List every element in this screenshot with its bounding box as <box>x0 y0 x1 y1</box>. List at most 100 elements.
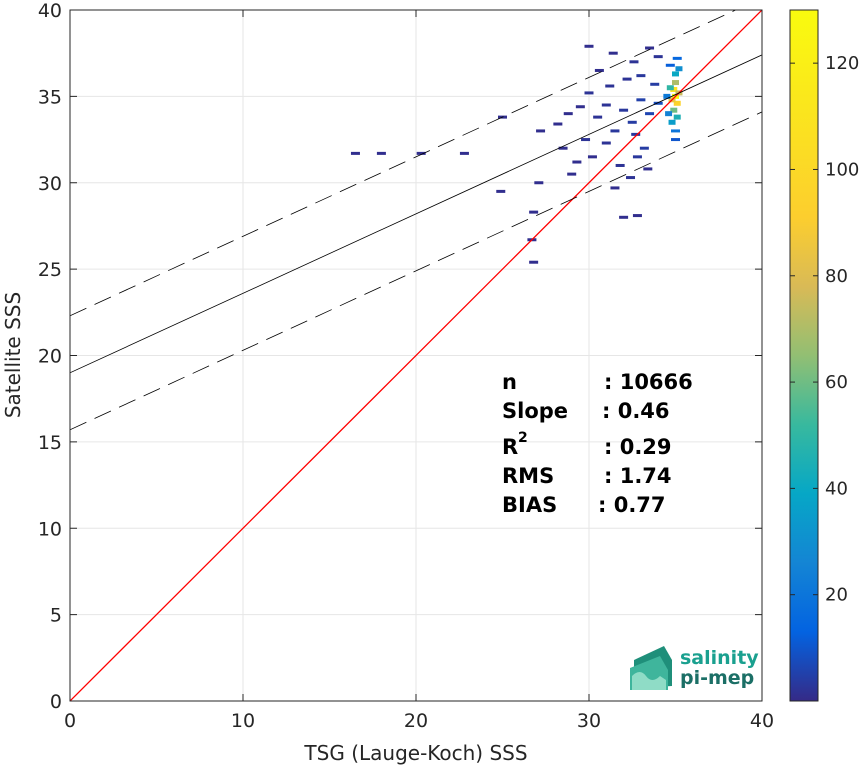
upper-bound-line <box>70 10 737 317</box>
one-to-one-line <box>70 10 762 701</box>
density-cell <box>536 129 546 133</box>
y-tick-label: 0 <box>50 691 62 713</box>
density-cell <box>529 210 539 214</box>
stat-r2-value: : 0.29 <box>604 435 672 459</box>
density-cell <box>459 151 469 155</box>
density-cell <box>605 84 615 88</box>
density-cell <box>584 91 594 95</box>
x-tick-label: 20 <box>404 710 428 732</box>
density-cell <box>529 260 539 264</box>
density-cell <box>376 151 386 155</box>
density-cell <box>666 85 674 91</box>
density-cell <box>601 103 611 107</box>
density-cell <box>619 108 629 112</box>
colorbar-tick-label: 40 <box>825 478 848 499</box>
density-cell <box>668 119 676 125</box>
y-tick-label: 35 <box>38 86 62 108</box>
density-cell <box>672 56 682 60</box>
colorbar-tick-label: 20 <box>825 585 848 606</box>
density-cell <box>608 51 618 55</box>
y-tick-label: 5 <box>50 605 62 627</box>
stat-rms-value: : 1.74 <box>604 464 672 488</box>
density-cell <box>587 155 597 159</box>
density-cell <box>563 112 573 116</box>
density-cell <box>672 71 679 77</box>
density-cell <box>665 111 673 117</box>
density-cell <box>601 141 611 145</box>
density-cell <box>663 93 671 99</box>
y-axis-title: Satellite SSS <box>1 292 25 418</box>
density-cell <box>626 176 636 180</box>
colorbar-tick-label: 60 <box>825 372 848 393</box>
stat-n-label: n <box>502 370 517 394</box>
density-cell <box>632 155 642 159</box>
density-cell <box>615 163 625 167</box>
y-tick-label: 10 <box>38 518 62 540</box>
density-cell <box>645 112 655 116</box>
density-cell <box>496 189 506 193</box>
density-cell <box>553 122 563 126</box>
density-cell <box>672 80 679 86</box>
density-cell <box>643 167 653 171</box>
density-cell <box>653 55 663 59</box>
density-cells <box>350 44 683 264</box>
density-cell <box>593 115 603 119</box>
stat-bias-label: BIAS <box>502 493 557 517</box>
density-cell <box>629 60 639 64</box>
salinity-pimep-logo: salinity pi-mep <box>630 646 759 690</box>
density-cell <box>673 114 681 120</box>
x-axis-title: TSG (Lauge-Koch) SSS <box>303 741 527 765</box>
density-cell <box>350 151 360 155</box>
lower-bound-line <box>70 111 762 431</box>
stat-slope-value: : 0.46 <box>602 399 670 423</box>
density-cell <box>675 66 683 72</box>
regression-fit-line <box>70 54 762 374</box>
density-cell <box>610 186 620 190</box>
axis-ticks: 0 10 20 30 40 0 5 10 15 20 25 30 35 40 <box>38 0 774 732</box>
density-cell <box>416 151 426 155</box>
y-tick-label: 20 <box>38 346 62 368</box>
logo-text-line1: salinity <box>680 647 759 669</box>
density-cell <box>636 74 646 78</box>
colorbar-tick-label: 100 <box>825 159 859 180</box>
density-cell <box>584 44 594 48</box>
density-cell <box>610 129 620 133</box>
regression-lines <box>70 10 762 701</box>
logo-text-line2: pi-mep <box>680 667 754 689</box>
x-tick-label: 10 <box>231 710 255 732</box>
density-cell <box>650 82 660 86</box>
x-tick-label: 30 <box>577 710 601 732</box>
density-cell <box>627 120 637 124</box>
density-cell <box>631 132 641 136</box>
y-tick-label: 40 <box>38 0 62 22</box>
stat-bias-value: : 0.77 <box>598 493 666 517</box>
density-cell <box>671 129 680 133</box>
density-cell <box>673 100 681 106</box>
stat-rms-label: RMS <box>502 464 554 488</box>
density-cell <box>572 160 582 164</box>
density-cell <box>567 172 577 176</box>
density-cell <box>665 63 675 67</box>
colorbar-ticks: 20 40 60 80 100 120 <box>790 53 859 606</box>
density-cell <box>622 77 632 81</box>
density-cell <box>670 107 678 113</box>
stat-n-value: : 10666 <box>604 370 693 394</box>
colorbar-tick-label: 80 <box>825 266 848 287</box>
y-tick-label: 25 <box>38 259 62 281</box>
stat-slope-label: Slope <box>502 399 568 423</box>
density-cell <box>581 138 591 142</box>
stats-box: n : 10666 Slope : 0.46 R 2 : 0.29 RMS : … <box>502 370 693 517</box>
density-cell <box>632 214 642 218</box>
density-cell <box>636 98 646 102</box>
density-cell <box>575 105 585 109</box>
wave-layers-icon <box>630 646 672 690</box>
density-cell <box>645 46 655 50</box>
colorbar <box>789 9 819 702</box>
x-tick-label: 40 <box>750 710 774 732</box>
density-cell <box>558 146 568 150</box>
stat-r2-label: R <box>502 435 518 459</box>
x-tick-label: 0 <box>64 710 76 732</box>
density-cell <box>653 101 663 105</box>
colorbar-tick-label: 120 <box>825 53 859 74</box>
